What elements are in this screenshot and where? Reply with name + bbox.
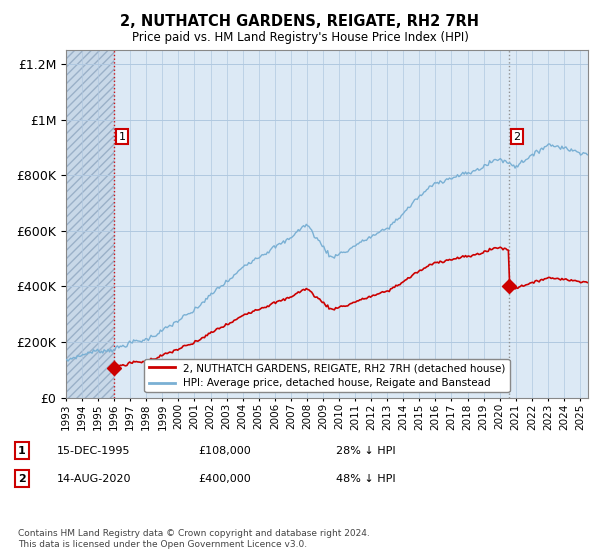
Bar	[66, 50, 114, 398]
Text: 48% ↓ HPI: 48% ↓ HPI	[336, 474, 395, 484]
Text: 1: 1	[18, 446, 26, 456]
Text: 1: 1	[119, 132, 126, 142]
Text: £108,000: £108,000	[198, 446, 251, 456]
Text: Price paid vs. HM Land Registry's House Price Index (HPI): Price paid vs. HM Land Registry's House …	[131, 31, 469, 44]
Legend: 2, NUTHATCH GARDENS, REIGATE, RH2 7RH (detached house), HPI: Average price, deta: 2, NUTHATCH GARDENS, REIGATE, RH2 7RH (d…	[145, 359, 509, 393]
Text: 14-AUG-2020: 14-AUG-2020	[57, 474, 131, 484]
Text: 2, NUTHATCH GARDENS, REIGATE, RH2 7RH: 2, NUTHATCH GARDENS, REIGATE, RH2 7RH	[121, 14, 479, 29]
Text: 15-DEC-1995: 15-DEC-1995	[57, 446, 131, 456]
Text: 2: 2	[18, 474, 26, 484]
Text: £400,000: £400,000	[198, 474, 251, 484]
Text: Contains HM Land Registry data © Crown copyright and database right 2024.
This d: Contains HM Land Registry data © Crown c…	[18, 529, 370, 549]
Text: 28% ↓ HPI: 28% ↓ HPI	[336, 446, 395, 456]
Text: 2: 2	[514, 132, 521, 142]
